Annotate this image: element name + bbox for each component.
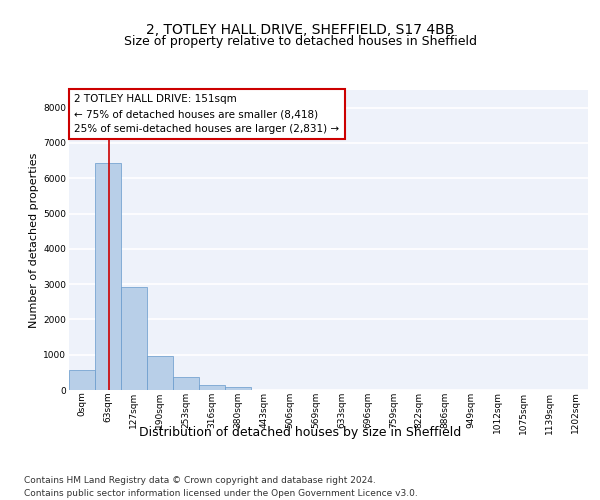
Text: 2 TOTLEY HALL DRIVE: 151sqm
← 75% of detached houses are smaller (8,418)
25% of : 2 TOTLEY HALL DRIVE: 151sqm ← 75% of det… [74,94,340,134]
Bar [147,356,173,390]
Text: Contains HM Land Registry data © Crown copyright and database right 2024.
Contai: Contains HM Land Registry data © Crown c… [24,476,418,498]
Bar [69,370,95,390]
Bar [95,164,121,390]
Bar [199,384,224,390]
Bar [173,378,199,390]
Bar [121,287,147,390]
Text: 2, TOTLEY HALL DRIVE, SHEFFIELD, S17 4BB: 2, TOTLEY HALL DRIVE, SHEFFIELD, S17 4BB [146,22,454,36]
Bar [225,387,251,390]
Text: Distribution of detached houses by size in Sheffield: Distribution of detached houses by size … [139,426,461,439]
Y-axis label: Number of detached properties: Number of detached properties [29,152,39,328]
Text: Size of property relative to detached houses in Sheffield: Size of property relative to detached ho… [124,35,476,48]
